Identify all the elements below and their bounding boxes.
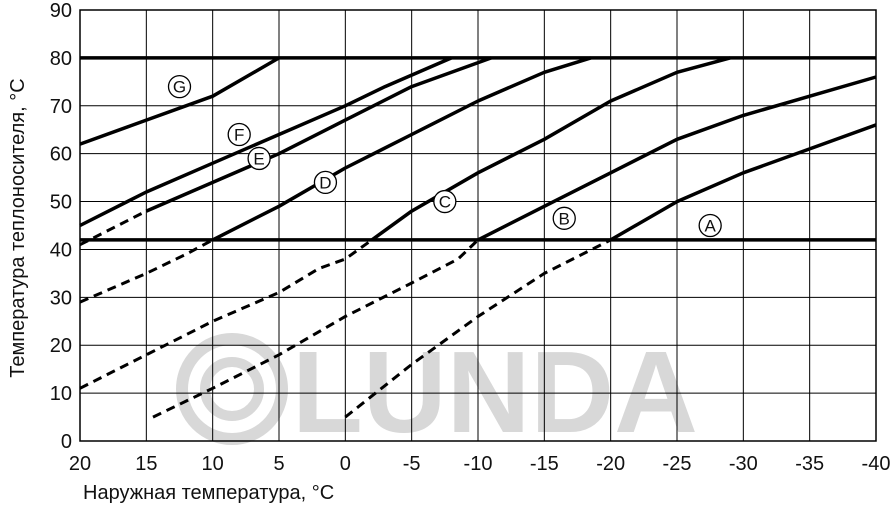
x-tick-label: -40 [862,453,891,475]
series-marker-label: C [439,193,451,212]
series-marker-label: B [559,209,570,228]
series-marker-F: F [227,122,251,147]
x-tick-label: -35 [795,453,824,475]
x-tick-label: -30 [729,453,758,475]
series-A-line [609,123,877,242]
y-tick-label: 50 [50,192,72,214]
x-axis-ticks: 20 15 10 5 0 -5 -10 -15 -20 -25 -30 -35 -40 [69,453,891,475]
series-marker-label: E [253,149,264,168]
x-tick-label: 5 [273,453,284,475]
series-B-dashed [152,238,480,419]
watermark: LUNDA [176,327,698,457]
series-F-line [79,56,453,228]
x-axis-label: Наружная температура, °C [83,482,334,504]
series-marker-G: G [167,74,192,99]
y-tick-label: 70 [50,96,72,118]
series-marker-A: A [698,213,722,238]
series-markers: A B C D EF G [167,74,722,238]
x-tick-label: -10 [464,453,493,475]
series-marker-E: E [247,146,271,171]
series-marker-D: D [313,170,338,195]
series-A-dashed [344,238,612,419]
y-tick-label: 40 [50,239,72,261]
y-tick-label: 60 [50,144,72,166]
x-tick-label: 10 [202,453,224,475]
y-axis-ticks: 0 10 20 30 40 50 60 70 80 90 [50,0,72,453]
series-lines [79,56,877,419]
x-tick-label: -25 [663,453,692,475]
x-tick-label: 20 [69,453,91,475]
series-marker-C: C [433,189,457,214]
series-marker-label: G [173,78,186,97]
series-E-line [145,56,492,213]
series-D-line [211,56,592,242]
series-marker-label: A [704,217,716,236]
series-B-line [477,75,877,242]
series-D-dashed [79,238,214,304]
x-tick-label: -5 [403,453,421,475]
watermark-text: LUNDA [292,327,698,457]
x-tick-label: -15 [530,453,559,475]
y-tick-label: 90 [50,0,72,22]
series-marker-label: F [234,126,244,145]
y-tick-label: 30 [50,287,72,309]
y-tick-label: 80 [50,48,72,70]
x-tick-label: 15 [135,453,157,475]
y-axis-label: Температура теплоносителя, °C [7,78,29,377]
y-tick-label: 0 [61,431,72,453]
grid [79,9,877,442]
x-tick-label: 0 [340,453,351,475]
y-tick-label: 20 [50,335,72,357]
series-C-line [370,56,731,242]
series-marker-B: B [552,206,576,230]
y-tick-label: 10 [50,383,72,405]
x-tick-label: -20 [596,453,625,475]
series-E-dashed [79,209,147,247]
plot-frame [79,9,877,442]
series-G-line [79,56,280,146]
series-marker-label: D [319,173,331,192]
watermark-logo-icon [176,333,288,445]
